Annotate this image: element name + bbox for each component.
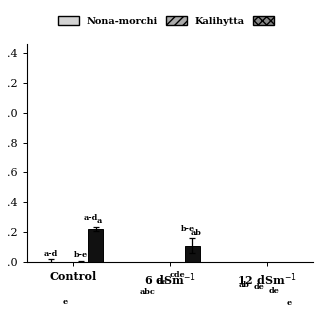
Text: ab: ab (191, 229, 202, 237)
Text: de: de (157, 278, 168, 286)
Text: de: de (269, 287, 279, 295)
Legend: Nona-morchi, Kalihytta, : Nona-morchi, Kalihytta, (54, 12, 286, 29)
Text: a-d: a-d (44, 250, 58, 258)
Bar (267, 300, 282, 320)
Text: ab: ab (239, 281, 250, 289)
Bar (236, 293, 252, 320)
Bar (252, 295, 267, 320)
Text: a-d: a-d (84, 214, 98, 222)
Bar (73, 264, 88, 320)
Text: e: e (63, 298, 68, 306)
Bar (185, 246, 200, 320)
Bar (155, 291, 170, 320)
Bar (282, 311, 297, 320)
Text: abc: abc (140, 288, 155, 296)
Text: cde: cde (170, 271, 185, 279)
Bar (43, 262, 58, 320)
Text: de: de (254, 283, 264, 291)
Bar (170, 284, 185, 320)
Text: e: e (286, 299, 292, 307)
Bar (88, 229, 103, 320)
Bar (58, 310, 73, 320)
Text: b-e: b-e (74, 251, 88, 259)
Text: b-e: b-e (180, 225, 195, 233)
Text: a: a (97, 218, 102, 226)
Bar (140, 300, 155, 320)
